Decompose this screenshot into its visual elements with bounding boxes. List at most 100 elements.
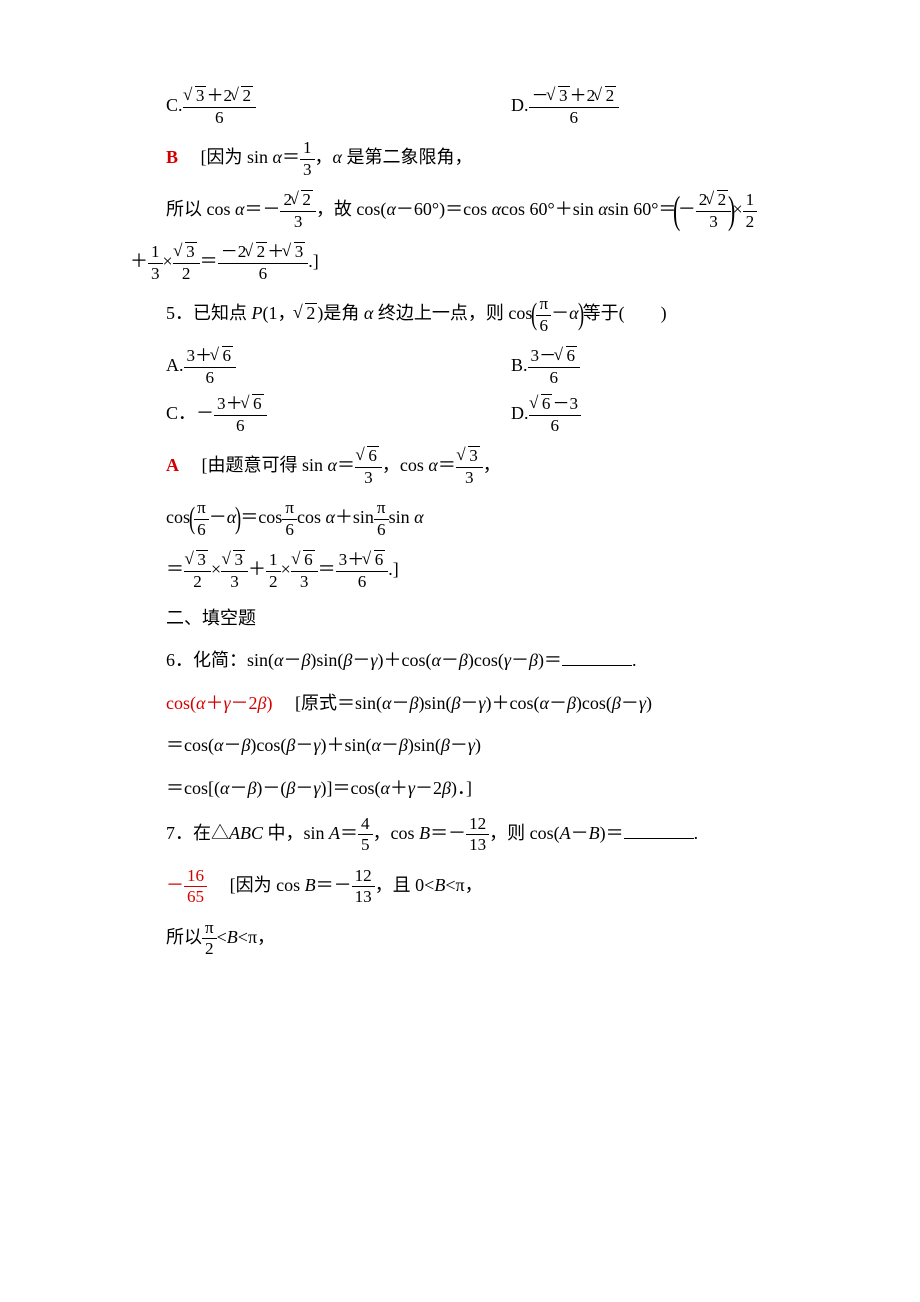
frac-s3-2: 32	[173, 242, 200, 284]
q5-stem: 5．已知点 P(1，2)是角 α 终边上一点，则 cos(π6－α)等于( )	[130, 294, 820, 336]
q7-sol-line2: 所以π2<B<π，	[130, 918, 820, 960]
frac-1-2b: 12	[266, 550, 281, 592]
frac-12-13b: 1213	[352, 866, 375, 908]
lparen: (	[531, 301, 537, 329]
text: ＝cos	[240, 507, 282, 527]
q4-option-c: C.3＋226	[130, 86, 475, 128]
frac-neg2s2ps3-6: －22＋36	[218, 242, 309, 284]
q5-sol-line3: ＝32×33＋12×63＝3＋66.]	[130, 550, 820, 592]
text: 二、填空题	[166, 608, 256, 628]
rparen: )	[578, 301, 584, 329]
text: ＝cos(α－β)cos(β－γ)＋sin(α－β)sin(β－γ)	[166, 735, 481, 755]
q5-options-ab: A.3＋66 B.3－66	[130, 346, 820, 388]
q4-solution-line2: 所以 cos α＝－223，故 cos(α－60°)＝cos αcos 60°＋…	[130, 190, 820, 232]
q7-stem: 7．在△ABC 中，sin A＝45，cos B＝－1213，则 cos(A－B…	[130, 814, 820, 856]
q6-sol-line3: ＝cos[(α－β)－(β－γ)]＝cos(α＋γ－2β)．]	[130, 772, 820, 804]
frac-s3-3b: 33	[221, 550, 248, 592]
text: －	[678, 199, 696, 219]
q5-sol-line2: cos(π6－α)＝cosπ6cos α＋sinπ6sin α	[130, 498, 820, 540]
sqrt2: 2	[296, 297, 318, 329]
text: ，	[483, 455, 501, 475]
text: 所以 cos α＝－	[166, 199, 280, 219]
q5-option-a: A.3＋66	[130, 346, 475, 388]
text: .	[632, 650, 637, 670]
opt-d-label: D.	[511, 95, 529, 115]
text: ，α 是第二象限角，	[315, 147, 473, 167]
q4-option-d: D.－3＋226	[475, 86, 820, 128]
q7-sol-line1: －1665 [因为 cos B＝－1213，且 0<B<π，	[130, 866, 820, 908]
text: 7．在△ABC 中，sin A＝	[166, 823, 358, 843]
q7-answer: －1665	[166, 875, 207, 895]
text: ＝	[318, 559, 336, 579]
text: .]	[388, 559, 399, 579]
frac-1-2: 12	[743, 190, 758, 232]
text: cos α＋sin	[297, 507, 374, 527]
text: ＝cos[(α－β)－(β－γ)]＝cos(α＋γ－2β)．]	[166, 778, 472, 798]
text: (1，	[263, 303, 296, 323]
text: ＋	[130, 251, 148, 271]
section-2-heading: 二、填空题	[130, 602, 820, 634]
text: .]	[308, 251, 319, 271]
frac-s6-3: 63	[355, 446, 382, 488]
frac-3ps6-6c: 3＋66	[336, 550, 389, 592]
text: 所以	[166, 927, 202, 947]
rparen: )	[728, 193, 735, 229]
frac-3ms6-6: 3－66	[528, 346, 581, 388]
text: 等于( )	[583, 303, 667, 323]
q4-answer-letter: B	[166, 147, 178, 167]
frac-pi-6d: π6	[374, 498, 389, 540]
text: ，且 0<B<π，	[375, 875, 483, 895]
text: [由题意可得 sin α＝	[184, 455, 355, 475]
opt-c-label: C.	[166, 95, 183, 115]
frac-s6m3-6: 6－36	[529, 394, 582, 436]
q4-options-cd: C.3＋226 D.－3＋226	[130, 86, 820, 128]
text: ＝	[200, 251, 218, 271]
frac-1-3b: 13	[148, 242, 163, 284]
q5-options-cd: C．－3＋66 D.6－36	[130, 394, 820, 436]
q6-sol-line2: ＝cos(α－β)cos(β－γ)＋sin(α－β)sin(β－γ)	[130, 729, 820, 761]
text: ，则 cos(A－B)＝	[489, 823, 624, 843]
text: )是角 α 终边上一点，则 cos	[317, 303, 532, 323]
frac-pi-6b: π6	[194, 498, 209, 540]
frac-s6-3b: 63	[291, 550, 318, 592]
q4-solution-line3: ＋13×32＝－22＋36.]	[130, 242, 820, 284]
blank	[624, 820, 694, 839]
frac-3ps6-6b: 3＋66	[214, 394, 267, 436]
q6-sol-line1: cos(α＋γ－2β) [原式＝sin(α－β)sin(β－γ)＋cos(α－β…	[130, 687, 820, 719]
q6-stem: 6．化简：sin(α－β)sin(β－γ)＋cos(α－β)cos(γ－β)＝.	[130, 644, 820, 676]
text: ＝	[166, 559, 184, 579]
q5-answer-letter: A	[166, 455, 179, 475]
text: －α	[551, 303, 578, 323]
frac-3ps6-6: 3＋66	[184, 346, 237, 388]
text: 6．化简：sin(α－β)sin(β－γ)＋cos(α－β)cos(γ－β)＝	[166, 650, 562, 670]
text: 5．已知点	[166, 303, 252, 323]
frac-s3-2b: 32	[184, 550, 211, 592]
text: ×	[163, 251, 173, 271]
q4-solution-line1: B [因为 sin α＝13，α 是第二象限角，	[130, 138, 820, 180]
text: <B<π，	[217, 927, 275, 947]
opt-a: A.	[166, 355, 184, 375]
frac-2s2-3: 223	[280, 190, 315, 232]
text: ，cos α＝	[382, 455, 456, 475]
text: ，cos B＝－	[373, 823, 467, 843]
q5-sol-line1: A [由题意可得 sin α＝63，cos α＝33，	[130, 446, 820, 488]
frac-pi-6: π6	[536, 294, 551, 336]
q6-answer: cos(α＋γ－2β)	[166, 693, 273, 713]
frac-negs3p2s2-6: －3＋226	[529, 86, 620, 128]
blank	[562, 647, 632, 666]
lparen: (	[189, 505, 195, 533]
P: P	[252, 303, 263, 323]
text: cos	[166, 507, 190, 527]
q5-option-c: C．－3＋66	[130, 394, 475, 436]
text: [原式＝sin(α－β)sin(β－γ)＋cos(α－β)cos(β－γ)	[277, 693, 652, 713]
text: ×	[281, 559, 291, 579]
opt-c: C．	[166, 403, 196, 423]
frac-pi-2: π2	[202, 918, 217, 960]
frac-1-3: 13	[300, 138, 315, 180]
text: ＋	[248, 559, 266, 579]
neg: －	[196, 403, 214, 423]
text: .	[694, 823, 699, 843]
text: sin α	[389, 507, 424, 527]
opt-b: B.	[511, 355, 528, 375]
text: [因为 cos B＝－	[212, 875, 352, 895]
